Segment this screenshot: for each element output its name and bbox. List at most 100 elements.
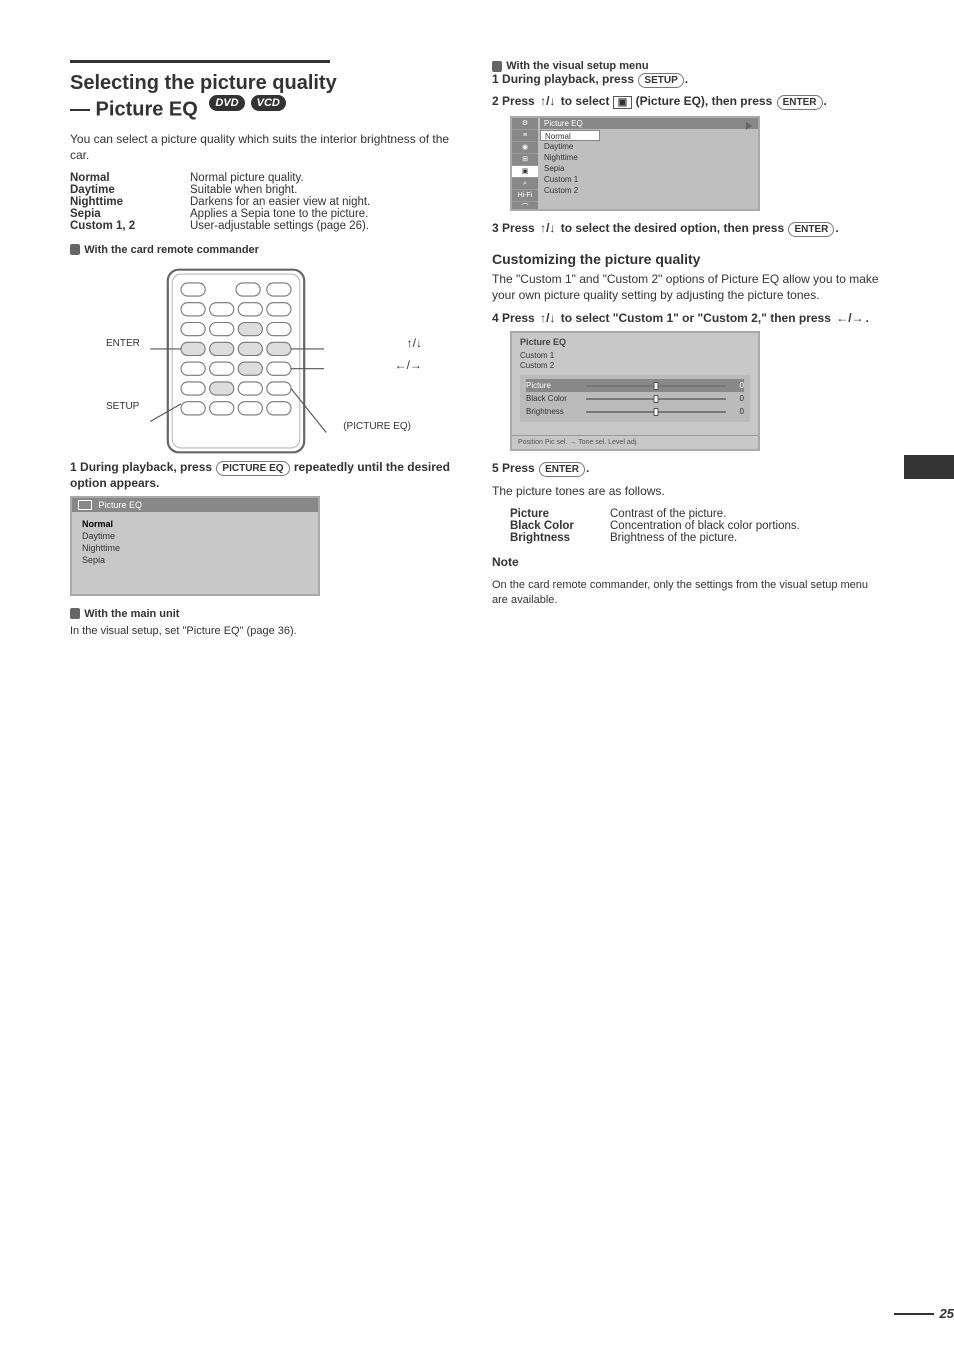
tone-row: PictureContrast of the picture.: [510, 508, 884, 520]
cat-row: Nighttime: [540, 152, 758, 163]
tone-row: BrightnessBrightness of the picture.: [510, 532, 884, 544]
screen-row: Nighttime: [82, 542, 308, 554]
visual-setup-heading: With the visual setup menu: [492, 60, 884, 72]
option-row: DaytimeSuitable when bright.: [70, 184, 462, 196]
cat-row: Custom 2: [540, 185, 758, 196]
section-rule: [70, 60, 330, 63]
tones-list: PictureContrast of the picture. Black Co…: [510, 508, 884, 544]
label-picture-eq: (PICTURE EQ): [343, 421, 411, 432]
updown-icon: ↑/↓: [538, 94, 557, 108]
custom-opt: Custom 2: [520, 361, 750, 371]
setup-button-ref: SETUP: [638, 73, 683, 88]
custom-intro: The "Custom 1" and "Custom 2" options of…: [492, 271, 884, 303]
setup-cat-icon: ⊞: [512, 154, 538, 166]
right-column: With the visual setup menu 1 During play…: [492, 60, 884, 647]
page: Selecting the picture quality — Picture …: [0, 0, 954, 1351]
title-line2: — Picture EQ: [70, 98, 198, 120]
label-enter: ENTER: [106, 338, 140, 349]
icon-column: ⚙ ≡ ◉ ⊞ ▣ ⌕ Hi-Fi ⌒: [512, 118, 538, 209]
slider-knob: [654, 395, 659, 403]
custom-title: Customizing the picture quality: [492, 251, 884, 267]
note-text: On the card remote commander, only the s…: [492, 578, 884, 608]
label-leftright-icon: ←/→: [395, 358, 422, 372]
screen-row: Sepia: [82, 554, 308, 566]
setup-cat-icon: ⌕: [512, 178, 538, 190]
right-step-5: 5 Press ENTER.: [492, 461, 884, 477]
label-updown-icon: ↑/↓: [407, 336, 422, 350]
enter-button-ref: ENTER: [539, 462, 585, 477]
slider-track: [586, 385, 726, 387]
screen-row-selected: Normal: [82, 518, 308, 530]
label-setup: SETUP: [106, 401, 139, 412]
right-step-3: 3 Press ↑/↓ to select the desired option…: [492, 221, 884, 237]
cat-title: Picture EQ: [540, 118, 758, 129]
slider-track: [586, 411, 726, 413]
leftright-icon: ←/→: [834, 311, 865, 325]
dvd-badge: DVD: [209, 95, 244, 111]
note-heading: Note: [492, 554, 884, 570]
slider-row: Picture 0: [526, 379, 744, 392]
remote-icon: [492, 61, 502, 72]
tone-row: Black ColorConcentration of black color …: [510, 520, 884, 532]
screen-header: Picture EQ: [72, 498, 318, 513]
cat-selected: Normal: [540, 130, 600, 141]
options-list: NormalNormal picture quality. DaytimeSui…: [70, 172, 462, 232]
custom-header: Picture EQ: [512, 333, 758, 349]
slider-track: [586, 398, 726, 400]
slider-row: Black Color 0: [526, 392, 744, 405]
cat-row: Daytime: [540, 141, 758, 152]
picture-eq-screen: Picture EQ Normal Daytime Nighttime Sepi…: [70, 496, 320, 596]
picture-icon: [78, 500, 92, 510]
setup-cat-icon: ◉: [512, 142, 538, 154]
setup-cat-icon: ≡: [512, 130, 538, 142]
side-tab: [904, 455, 954, 479]
slider-row: Brightness 0: [526, 405, 744, 418]
title-line1: Selecting the picture quality: [70, 72, 337, 94]
remote-icon: [70, 244, 80, 255]
custom-opt: Custom 1: [520, 351, 750, 361]
updown-icon: ↑/↓: [538, 311, 557, 325]
left-column: Selecting the picture quality — Picture …: [70, 60, 462, 647]
arrow-right-icon: [746, 122, 752, 130]
intro-text: You can select a picture quality which s…: [70, 131, 462, 163]
slider-knob: [654, 408, 659, 416]
cat-body: Picture EQ Normal Daytime Nighttime Sepi…: [540, 118, 758, 209]
picture-eq-button-ref: PICTURE EQ: [216, 461, 289, 476]
option-row: NighttimeDarkens for an easier view at n…: [70, 196, 462, 208]
setup-cat-icon: ⚙: [512, 118, 538, 130]
category-screen: ⚙ ≡ ◉ ⊞ ▣ ⌕ Hi-Fi ⌒ Picture EQ Normal Da…: [510, 116, 760, 211]
cat-row: Custom 1: [540, 174, 758, 185]
right-step-1: 1 During playback, press SETUP.: [492, 72, 884, 88]
vcd-badge: VCD: [251, 95, 286, 111]
enter-button-ref: ENTER: [777, 95, 823, 110]
main-unit-heading: With the main unit: [70, 608, 462, 620]
screen-body: Normal Daytime Nighttime Sepia: [72, 512, 318, 572]
page-number: 25: [894, 1306, 954, 1321]
right-step-4: 4 Press ↑/↓ to select "Custom 1" or "Cus…: [492, 311, 884, 325]
setup-cat-icon-selected: ▣: [512, 166, 538, 178]
custom-footer: Position Pic sel. → Tone sel. Level adj.: [512, 435, 758, 449]
tones-intro: The picture tones are as follows.: [492, 483, 884, 499]
right-step-2: 2 Press ↑/↓ to select ▣ (Picture EQ), th…: [492, 94, 884, 110]
page-bar: [894, 1313, 934, 1315]
remote-figure: ENTER ↑/↓ ←/→ SETUP (PICTURE EQ): [126, 266, 406, 456]
picture-icon: ▣: [613, 96, 632, 109]
slider-knob: [654, 382, 659, 390]
setup-cat-icon: ⌒: [512, 202, 538, 211]
cat-row: Sepia: [540, 163, 758, 174]
setup-cat-icon: Hi-Fi: [512, 190, 538, 202]
slider-area: Picture 0 Black Color 0 Brightness 0: [520, 375, 750, 422]
remote-svg: [126, 266, 346, 456]
columns: Selecting the picture quality — Picture …: [70, 60, 884, 647]
custom-opts: Custom 1 Custom 2: [512, 349, 758, 373]
section-title: Selecting the picture quality — Picture …: [70, 71, 462, 125]
main-unit-note: In the visual setup, set "Picture EQ" (p…: [70, 624, 462, 639]
option-row: NormalNormal picture quality.: [70, 172, 462, 184]
updown-icon: ↑/↓: [538, 221, 557, 235]
card-remote-heading: With the card remote commander: [70, 244, 462, 256]
screen-row: Daytime: [82, 530, 308, 542]
custom-tone-screen: Picture EQ Custom 1 Custom 2 Picture 0 B…: [510, 331, 760, 451]
left-step-1: 1 During playback, press PICTURE EQ repe…: [70, 460, 462, 490]
option-row: Custom 1, 2User-adjustable settings (pag…: [70, 220, 462, 232]
main-unit-icon: [70, 608, 80, 619]
